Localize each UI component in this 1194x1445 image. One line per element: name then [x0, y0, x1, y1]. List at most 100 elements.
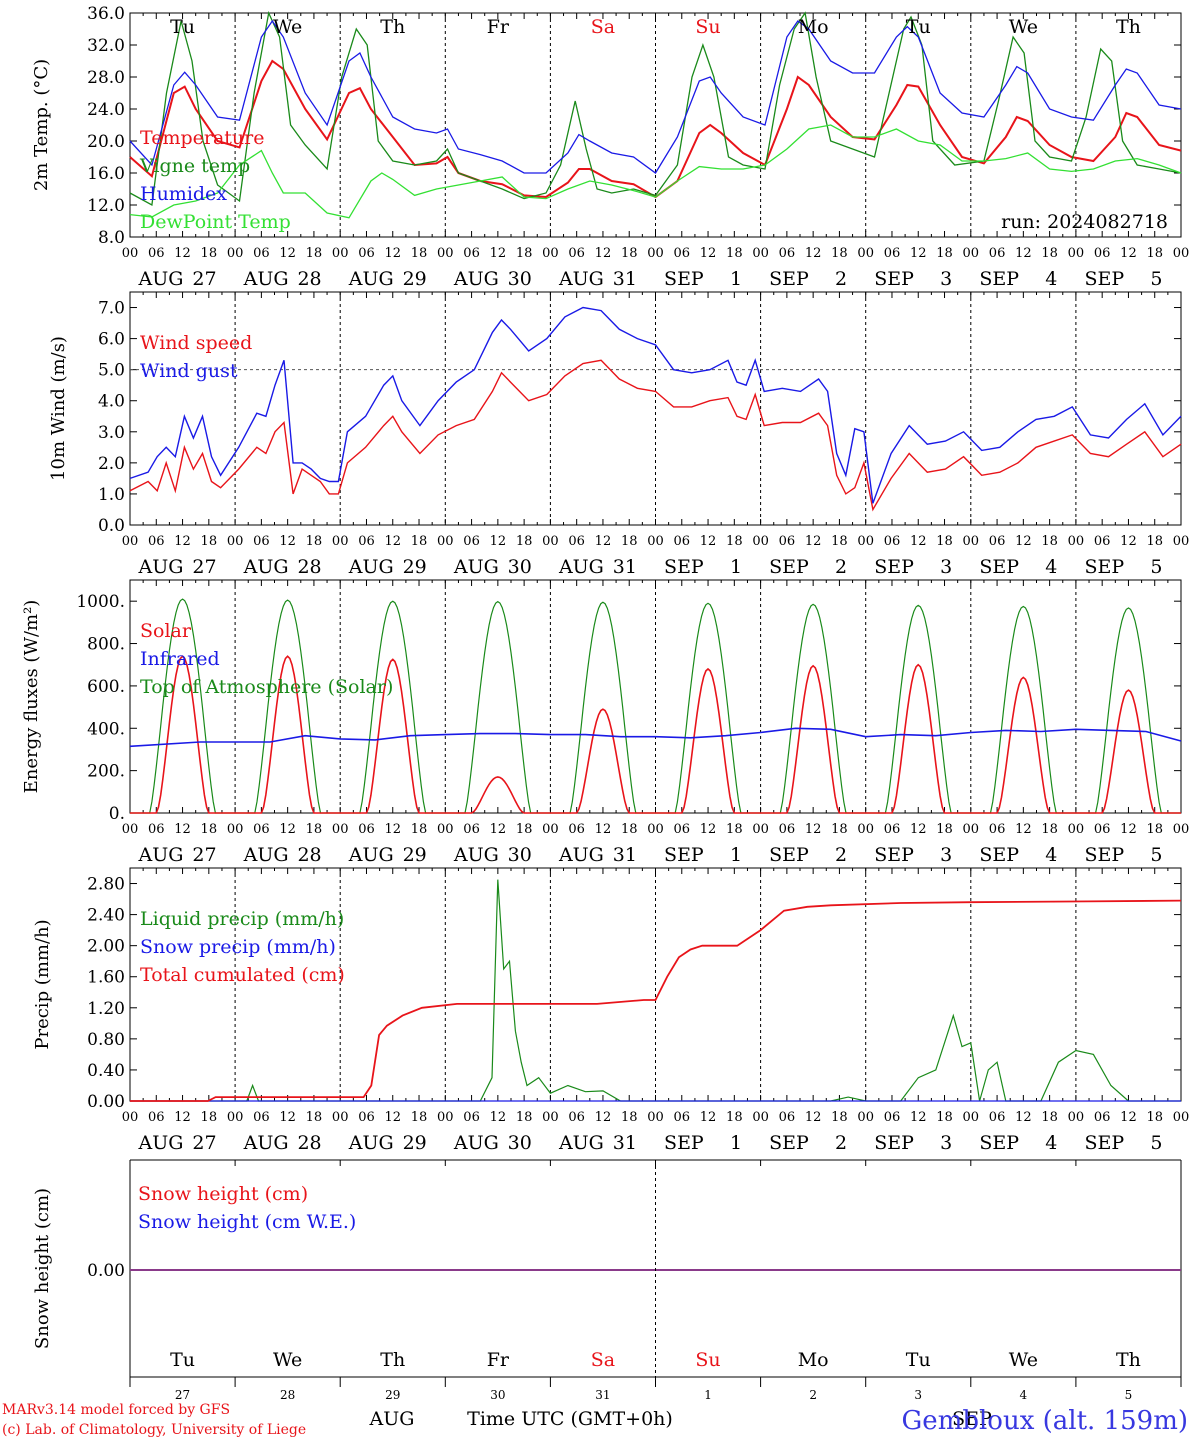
hour-tick-label: 18	[201, 534, 218, 549]
date-month-label: AUG	[453, 844, 499, 866]
weekday-label: Sa	[591, 1349, 615, 1371]
legend-entry: Vigne temp	[139, 155, 250, 177]
date-month-label: AUG	[138, 556, 184, 578]
hour-tick-label: 12	[384, 1110, 401, 1125]
date-month-label: AUG	[138, 844, 184, 866]
date-month-label: SEP	[769, 1132, 809, 1154]
hour-tick-label: 00	[542, 822, 559, 837]
hour-tick-label: 18	[1041, 246, 1058, 261]
date-month-label: SEP	[1084, 268, 1124, 290]
hour-tick-label: 00	[963, 1110, 980, 1125]
hour-tick-label: 18	[936, 1110, 953, 1125]
hour-tick-label: 18	[201, 1110, 218, 1125]
hour-tick-label: 18	[1146, 246, 1163, 261]
y-axis-label: Snow height (cm)	[32, 1188, 53, 1349]
hour-tick-label: 06	[989, 1110, 1006, 1125]
hour-tick-label: 06	[148, 822, 165, 837]
hour-tick-label: 18	[831, 1110, 848, 1125]
hour-tick-label: 00	[122, 822, 139, 837]
hour-tick-label: 00	[1173, 1110, 1190, 1125]
series-line-solar	[130, 655, 1181, 814]
hour-tick-label: 18	[726, 246, 743, 261]
y-tick-label: 3.0	[98, 423, 125, 443]
hour-tick-label: 00	[647, 1110, 664, 1125]
date-month-label: AUG	[558, 1132, 604, 1154]
weekday-label: Th	[380, 1349, 405, 1371]
hour-tick-label: 06	[1094, 534, 1111, 549]
hour-tick-label: 12	[595, 822, 612, 837]
y-tick-label: 24.0	[87, 100, 125, 120]
date-day-label: 31	[613, 1132, 637, 1154]
hour-tick-label: 18	[411, 1110, 428, 1125]
hour-tick-label: 00	[752, 246, 769, 261]
date-day-label: 4	[1045, 556, 1057, 578]
hour-tick-label: 06	[674, 822, 691, 837]
hour-tick-label: 12	[700, 822, 717, 837]
date-day-label: 3	[940, 1132, 952, 1154]
hour-tick-label: 06	[884, 534, 901, 549]
series-line-total-cumulated-cm-	[130, 899, 1182, 1102]
date-day-label: 2	[835, 1132, 847, 1154]
date-month-label: AUG	[243, 1132, 289, 1154]
hour-tick-label: 18	[516, 1110, 533, 1125]
y-tick-label: 28.0	[87, 68, 125, 88]
date-month-label: AUG	[348, 844, 394, 866]
hour-tick-label: 06	[463, 246, 480, 261]
hour-tick-label: 06	[568, 246, 585, 261]
hour-tick-label: 12	[1015, 534, 1032, 549]
hour-tick-label: 06	[674, 246, 691, 261]
hour-tick-label: 12	[490, 822, 507, 837]
date-month-label: SEP	[979, 556, 1019, 578]
date-month-label: SEP	[664, 1132, 704, 1154]
weekday-label: We	[1009, 1349, 1038, 1371]
date-day-label: 1	[730, 844, 742, 866]
y-tick-label: 0.0	[98, 516, 125, 536]
date-day-label: 5	[1150, 556, 1162, 578]
hour-tick-label: 06	[779, 822, 796, 837]
legend-entry: Snow precip (mm/h)	[140, 936, 336, 958]
legend-entry: Top of Atmosphere (Solar)	[140, 676, 393, 698]
hour-tick-label: 18	[306, 534, 323, 549]
hour-tick-label: 18	[726, 822, 743, 837]
month-label: SEP	[952, 1408, 992, 1430]
date-day-label: 29	[403, 556, 427, 578]
hour-tick-label: 00	[857, 1110, 874, 1125]
hour-tick-label: 00	[647, 822, 664, 837]
hour-tick-label: 06	[358, 534, 375, 549]
hour-tick-label: 12	[1015, 246, 1032, 261]
date-day-label: 31	[613, 556, 637, 578]
hour-tick-label: 18	[1146, 534, 1163, 549]
y-tick-label: 1000.	[76, 592, 125, 612]
weekday-label: Sa	[591, 16, 615, 38]
date-month-label: AUG	[138, 1132, 184, 1154]
legend-entry: Wind gust	[140, 360, 238, 382]
hour-tick-label: 00	[122, 534, 139, 549]
date-day-label: 30	[508, 1132, 532, 1154]
date-month-label: AUG	[453, 268, 499, 290]
date-day-label: 29	[403, 844, 427, 866]
y-tick-label: 0.80	[87, 1030, 125, 1050]
hour-tick-label: 12	[1120, 246, 1137, 261]
date-day-label: 3	[940, 268, 952, 290]
y-tick-label: 16.0	[87, 164, 125, 184]
date-day-label: 4	[1045, 844, 1057, 866]
date-month-label: SEP	[769, 556, 809, 578]
hour-tick-label: 12	[490, 534, 507, 549]
hour-tick-label: 18	[411, 822, 428, 837]
hour-tick-label: 12	[910, 534, 927, 549]
y-tick-label: 800.	[87, 635, 125, 655]
date-month-label: SEP	[979, 844, 1019, 866]
hour-tick-label: 12	[279, 534, 296, 549]
hour-tick-label: 12	[279, 1110, 296, 1125]
hour-tick-label: 00	[647, 246, 664, 261]
day-number-label: 4	[1020, 1388, 1028, 1402]
weekday-label: Su	[695, 16, 720, 38]
date-day-label: 31	[613, 844, 637, 866]
hour-tick-label: 12	[174, 822, 191, 837]
hour-tick-label: 12	[595, 246, 612, 261]
hour-tick-label: 00	[227, 246, 244, 261]
y-tick-label: 0.	[109, 804, 125, 824]
weekday-label: We	[273, 1349, 302, 1371]
